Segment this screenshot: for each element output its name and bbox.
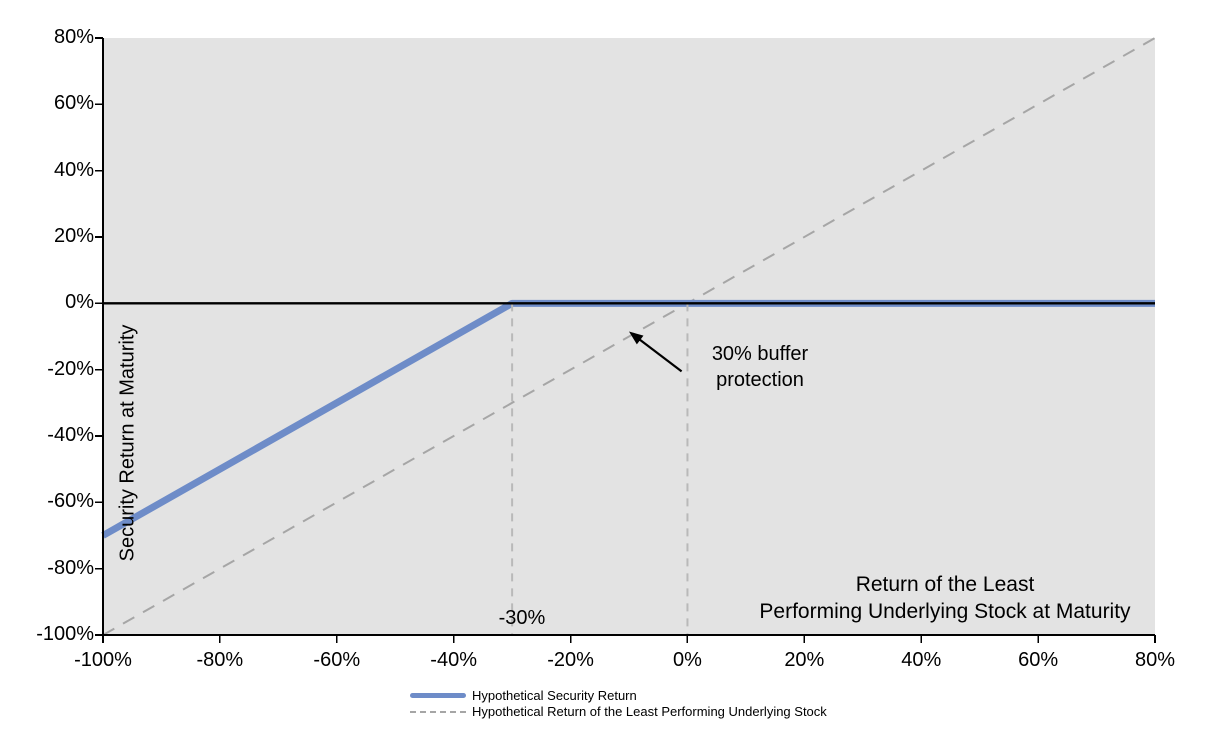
- annotation-line2: protection: [716, 369, 804, 391]
- legend-label-security-return: Hypothetical Security Return: [472, 688, 637, 703]
- buffer-level-label: -30%: [498, 607, 546, 629]
- y-tick-label: -80%: [47, 556, 94, 579]
- series-line-hypothetical-return-of-the-least-performing-underlying-stock: [102, 37, 1156, 636]
- x-tick-label: -60%: [313, 649, 361, 671]
- y-tick-label: -60%: [47, 490, 94, 513]
- x-axis-title-line1: Return of the Least: [855, 573, 1035, 596]
- annotation-arrow-head: [629, 331, 644, 345]
- legend-item-underlying-stock: Hypothetical Return of the Least Perform…: [410, 704, 827, 719]
- x-tick-label: 0%: [672, 649, 702, 671]
- annotation-line1: 30% buffer: [711, 343, 809, 365]
- y-tick-label: 80%: [53, 26, 94, 48]
- dashed-line-swatch-icon: [410, 710, 466, 713]
- x-tick-label: -80%: [196, 649, 244, 671]
- x-tick-label: 40%: [901, 649, 942, 671]
- y-tick-label: -100%: [36, 623, 94, 645]
- y-tick-label: 60%: [53, 92, 94, 115]
- legend: Hypothetical Security Return Hypothetica…: [410, 688, 827, 719]
- y-tick-label: -40%: [47, 424, 94, 446]
- x-tick-label: 60%: [1018, 649, 1059, 671]
- y-tick-label: 20%: [53, 225, 94, 247]
- legend-item-security-return: Hypothetical Security Return: [410, 688, 827, 703]
- x-tick-label: -20%: [547, 649, 594, 671]
- x-axis-title-line2: Performing Underlying Stock at Maturity: [759, 600, 1131, 623]
- x-tick-label: -100%: [74, 649, 132, 671]
- y-axis-title: Security Return at Maturity: [116, 324, 139, 562]
- y-tick-label: 0%: [65, 291, 94, 314]
- x-tick-label: 20%: [784, 649, 825, 671]
- x-tick-label: -40%: [430, 649, 477, 671]
- legend-label-underlying-stock: Hypothetical Return of the Least Perform…: [472, 704, 827, 719]
- annotation-buffer-protection: 30% buffer protection: [694, 341, 826, 393]
- x-axis-title: Return of the Least Performing Underlyin…: [735, 571, 1155, 625]
- x-tick-label: 80%: [1134, 649, 1176, 671]
- y-tick-label: 40%: [53, 158, 94, 181]
- annotation-arrow-line: [637, 337, 683, 373]
- y-tick-label: -20%: [47, 357, 94, 380]
- solid-line-swatch-icon: [410, 693, 466, 698]
